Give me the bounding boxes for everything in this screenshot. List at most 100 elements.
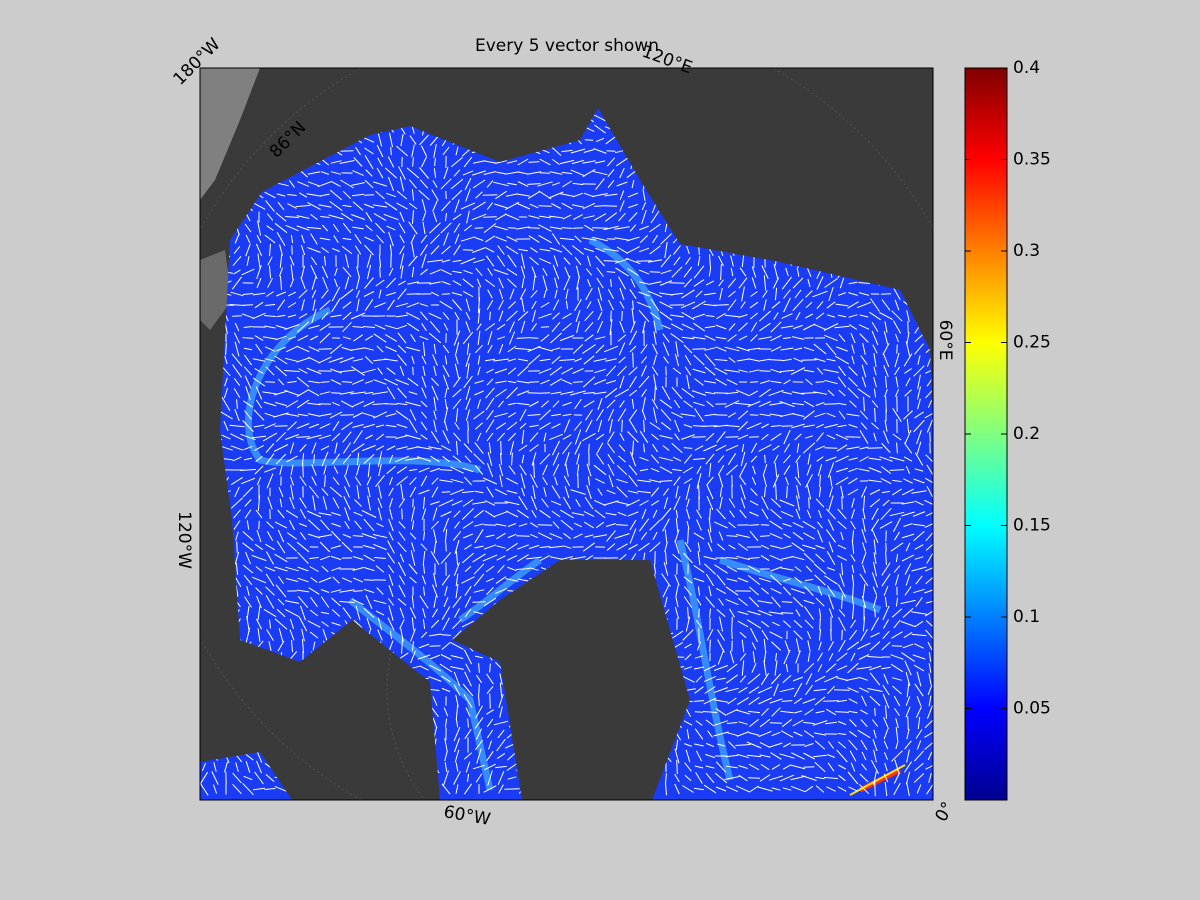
- vector: [762, 463, 768, 477]
- vector: [738, 369, 748, 373]
- vector: [629, 345, 637, 353]
- vector: [433, 168, 437, 178]
- vector: [495, 380, 507, 384]
- vector: [563, 475, 571, 487]
- vector: [685, 616, 691, 632]
- vector: [274, 618, 288, 630]
- vector: [847, 771, 859, 785]
- vector: [727, 697, 737, 705]
- vector: [859, 573, 869, 587]
- vector: [684, 541, 692, 553]
- vector: [526, 171, 542, 175]
- vector: [266, 629, 274, 641]
- vector: [889, 456, 905, 462]
- vector: [858, 654, 870, 660]
- vector: [882, 693, 890, 709]
- vector: [884, 762, 888, 772]
- vector: [904, 586, 912, 596]
- vector: [474, 465, 484, 475]
- vector: [332, 248, 340, 252]
- vector: [471, 213, 487, 221]
- vector: [827, 594, 835, 610]
- vector: [763, 275, 767, 291]
- vector: [300, 244, 306, 256]
- vector: [441, 280, 451, 286]
- vector: [284, 608, 300, 618]
- vector: [823, 776, 839, 780]
- vector: [834, 325, 850, 329]
- vector: [474, 739, 484, 751]
- vector: [538, 313, 552, 319]
- vector: [737, 434, 749, 440]
- vector: [242, 564, 254, 574]
- vector: [748, 369, 760, 373]
- vector: [773, 312, 779, 320]
- vector: [582, 160, 596, 164]
- vector: [848, 739, 858, 751]
- vector: [747, 400, 761, 408]
- vector: [573, 533, 583, 539]
- vector: [560, 556, 574, 560]
- vector: [851, 509, 855, 519]
- vector: [530, 323, 538, 331]
- vector: [736, 389, 750, 397]
- vector: [728, 741, 736, 749]
- vector: [350, 312, 366, 320]
- vector: [692, 368, 706, 374]
- vector: [659, 399, 673, 409]
- vector: [684, 762, 692, 772]
- vector: [431, 707, 439, 717]
- vector: [243, 347, 253, 351]
- vector: [603, 248, 619, 252]
- vector: [828, 641, 834, 651]
- vector: [840, 531, 844, 541]
- vector: [893, 782, 901, 796]
- vector: [828, 541, 834, 553]
- vector: [387, 617, 395, 631]
- vector: [926, 705, 933, 719]
- vector: [827, 762, 835, 772]
- vector: [924, 521, 933, 529]
- vector: [606, 271, 616, 273]
- vector: [586, 485, 592, 499]
- vector: [538, 257, 552, 265]
- vector: [243, 445, 253, 451]
- vector: [826, 585, 836, 597]
- vector: [352, 577, 364, 583]
- vector: [387, 299, 395, 311]
- vector: [274, 365, 288, 377]
- vector: [792, 402, 804, 406]
- vector: [549, 556, 563, 560]
- vector: [671, 386, 683, 400]
- vector: [576, 453, 580, 465]
- vector: [554, 277, 558, 289]
- vector: [838, 410, 846, 420]
- vector: [289, 278, 295, 288]
- vector: [703, 675, 717, 683]
- vector: [498, 694, 504, 708]
- vector: [487, 267, 493, 277]
- vector: [691, 390, 707, 396]
- vector: [914, 452, 924, 466]
- vector: [533, 462, 535, 478]
- vector: [812, 720, 828, 726]
- vector: [718, 598, 724, 606]
- vector: [572, 227, 584, 229]
- vector: [618, 276, 626, 290]
- vector: [872, 586, 878, 596]
- vector: [565, 300, 569, 310]
- vector: [880, 507, 892, 521]
- vector: [726, 765, 738, 769]
- vector: [872, 344, 878, 354]
- vector: [353, 590, 363, 592]
- vector: [429, 281, 441, 285]
- vector: [748, 763, 760, 771]
- vector: [763, 660, 767, 676]
- vector: [537, 181, 553, 187]
- vector: [331, 392, 341, 394]
- vector: [257, 495, 261, 511]
- vector: [693, 401, 705, 407]
- vector: [841, 595, 843, 609]
- vector: [595, 433, 605, 441]
- vector: [625, 257, 641, 265]
